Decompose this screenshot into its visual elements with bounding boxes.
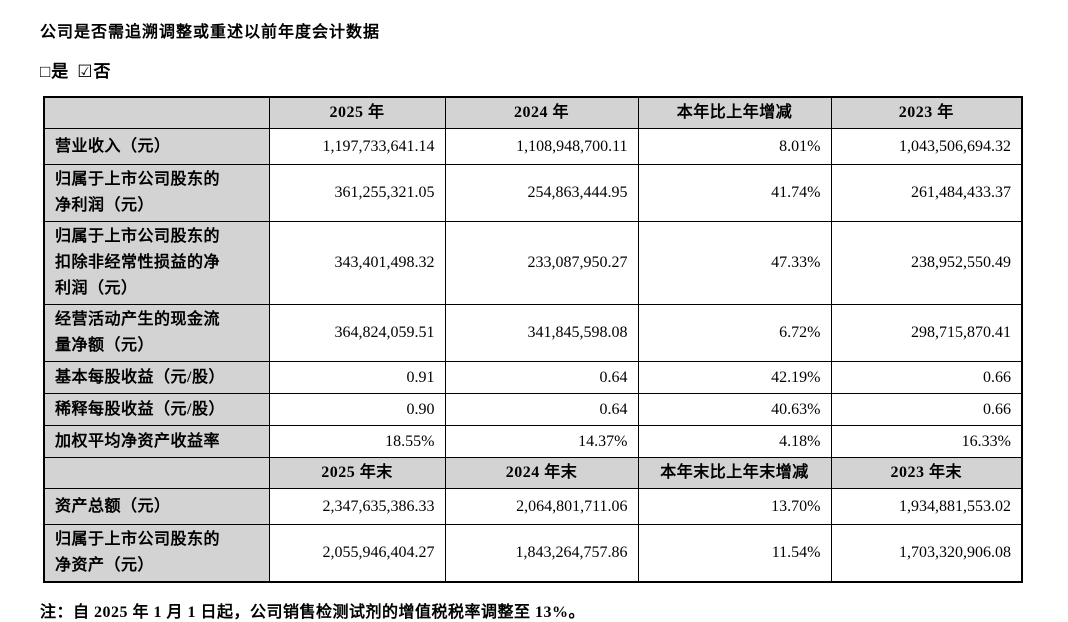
table-row-diluted-eps: 稀释每股收益（元/股） 0.90 0.64 40.63% 0.66	[43, 393, 1023, 426]
column-header-yoy-change: 本年比上年增减	[637, 96, 832, 129]
row-label: 加权平均净资产收益率	[43, 425, 270, 458]
value-cell: 341,845,598.08	[444, 304, 639, 362]
value-cell: 6.72%	[637, 304, 832, 362]
column-header-2024-end: 2024 年末	[444, 457, 639, 489]
table-row-net-profit-excl-nonrecurring: 归属于上市公司股东的 扣除非经常性损益的净 利润（元） 343,401,498.…	[43, 221, 1023, 305]
column-header-empty	[43, 96, 270, 129]
table-row-weighted-avg-roe: 加权平均净资产收益率 18.55% 14.37% 4.18% 16.33%	[43, 425, 1023, 458]
value-cell: 14.37%	[444, 425, 639, 458]
value-cell: 0.64	[444, 393, 639, 426]
value-cell: 13.70%	[637, 488, 832, 525]
value-cell: 1,843,264,757.86	[444, 524, 639, 583]
value-cell: 2,055,946,404.27	[268, 524, 446, 583]
value-cell: 0.90	[268, 393, 446, 426]
value-cell: 261,484,433.37	[830, 164, 1023, 222]
value-cell: 47.33%	[637, 221, 832, 305]
value-cell: 2,347,635,386.33	[268, 488, 446, 525]
checkbox-yes-label: 是	[51, 62, 70, 81]
value-cell: 4.18%	[637, 425, 832, 458]
value-cell: 41.74%	[637, 164, 832, 222]
column-header-2025: 2025 年	[268, 96, 446, 129]
value-cell: 8.01%	[637, 128, 832, 165]
value-cell: 1,934,881,553.02	[830, 488, 1023, 525]
footnote: 注：自 2025 年 1 月 1 日起，公司销售检测试剂的增值税税率调整至 13…	[40, 604, 586, 621]
row-label: 归属于上市公司股东的 净资产（元）	[43, 524, 270, 583]
value-cell: 0.66	[830, 361, 1023, 394]
value-cell: 11.54%	[637, 524, 832, 583]
table-row-operating-cash-flow: 经营活动产生的现金流 量净额（元） 364,824,059.51 341,845…	[43, 304, 1023, 362]
table-row-net-profit: 归属于上市公司股东的 净利润（元） 361,255,321.05 254,863…	[43, 164, 1023, 222]
restatement-choice-line: □是 ☑否	[40, 57, 1068, 82]
row-label: 稀释每股收益（元/股）	[43, 393, 270, 426]
table-row-revenue: 营业收入（元） 1,197,733,641.14 1,108,948,700.1…	[43, 128, 1023, 165]
value-cell: 364,824,059.51	[268, 304, 446, 362]
table-header-row-yearend: 2025 年末 2024 年末 本年末比上年末增减 2023 年末	[43, 457, 1023, 489]
row-label: 经营活动产生的现金流 量净额（元）	[43, 304, 270, 362]
value-cell: 254,863,444.95	[444, 164, 639, 222]
column-header-empty	[43, 457, 270, 489]
row-label: 资产总额（元）	[43, 488, 270, 525]
value-cell: 0.64	[444, 361, 639, 394]
checkbox-no-checked-icon: ☑	[77, 62, 94, 81]
column-header-2023: 2023 年	[830, 96, 1023, 129]
value-cell: 1,197,733,641.14	[268, 128, 446, 165]
value-cell: 1,108,948,700.11	[444, 128, 639, 165]
column-header-yearend-change: 本年末比上年末增减	[637, 457, 832, 489]
value-cell: 1,703,320,906.08	[830, 524, 1023, 583]
value-cell: 0.91	[268, 361, 446, 394]
table-row-net-assets: 归属于上市公司股东的 净资产（元） 2,055,946,404.27 1,843…	[43, 524, 1023, 583]
value-cell: 0.66	[830, 393, 1023, 426]
row-label: 营业收入（元）	[43, 128, 270, 165]
value-cell: 233,087,950.27	[444, 221, 639, 305]
table-row-total-assets: 资产总额（元） 2,347,635,386.33 2,064,801,711.0…	[43, 488, 1023, 525]
column-header-2023-end: 2023 年末	[830, 457, 1023, 489]
table-row-basic-eps: 基本每股收益（元/股） 0.91 0.64 42.19% 0.66	[43, 361, 1023, 394]
checkbox-no-label: 否	[93, 62, 112, 81]
value-cell: 298,715,870.41	[830, 304, 1023, 362]
value-cell: 238,952,550.49	[830, 221, 1023, 305]
value-cell: 16.33%	[830, 425, 1023, 458]
value-cell: 343,401,498.32	[268, 221, 446, 305]
page-title: 公司是否需追溯调整或重述以前年度会计数据	[40, 24, 381, 41]
row-label: 归属于上市公司股东的 扣除非经常性损益的净 利润（元）	[43, 221, 270, 305]
financial-data-table: 2025 年 2024 年 本年比上年增减 2023 年 营业收入（元） 1,1…	[43, 96, 1023, 583]
column-header-2024: 2024 年	[444, 96, 639, 129]
row-label: 基本每股收益（元/股）	[43, 361, 270, 394]
value-cell: 361,255,321.05	[268, 164, 446, 222]
value-cell: 2,064,801,711.06	[444, 488, 639, 525]
value-cell: 1,043,506,694.32	[830, 128, 1023, 165]
value-cell: 40.63%	[637, 393, 832, 426]
column-header-2025-end: 2025 年末	[268, 457, 446, 489]
checkbox-yes-icon: □	[40, 62, 52, 81]
value-cell: 18.55%	[268, 425, 446, 458]
value-cell: 42.19%	[637, 361, 832, 394]
row-label: 归属于上市公司股东的 净利润（元）	[43, 164, 270, 222]
table-header-row: 2025 年 2024 年 本年比上年增减 2023 年	[43, 96, 1023, 129]
